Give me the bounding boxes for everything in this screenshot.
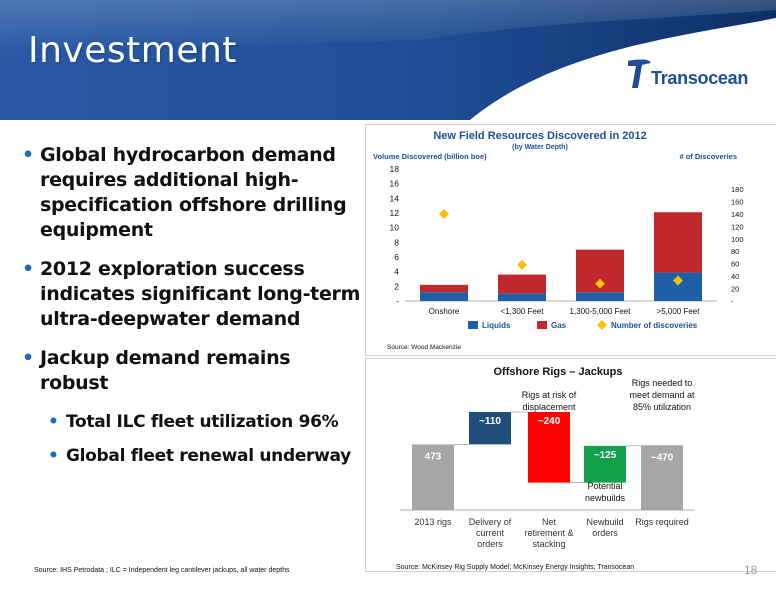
bar-gas — [498, 274, 546, 294]
y2-tick-label: 40 — [731, 272, 739, 281]
y-tick-label: 2 — [394, 281, 399, 291]
bullet-item: 2012 exploration success indicates signi… — [22, 257, 362, 332]
marker-discoveries — [595, 278, 605, 289]
x-tick-label: <1,300 Feet — [501, 307, 545, 316]
y2-tick-label: 20 — [731, 285, 739, 294]
chart-annotation: Rigs needed to — [632, 378, 693, 388]
y-tick-label: 8 — [394, 237, 399, 247]
y-tick-label: 10 — [390, 223, 400, 233]
marker-discoveries — [673, 275, 683, 286]
chart-annotation: 85% utilization — [633, 402, 691, 412]
y-tick-label: 6 — [394, 252, 399, 262]
waterfall-value-label: 473 — [425, 451, 442, 462]
bar-gas — [420, 284, 468, 293]
x-tick-label: 1,300-5,000 Feet — [570, 307, 632, 316]
legend-swatch — [468, 321, 478, 329]
bullet-item: Jackup demand remains robust — [22, 346, 362, 396]
slide-title: Investment — [28, 30, 237, 71]
chart-annotation: meet demand at — [629, 390, 695, 400]
legend-label: Number of discoveries — [611, 321, 698, 330]
x-tick-label: Net — [542, 517, 557, 527]
x-tick-label: >5,000 Feet — [657, 307, 701, 316]
marker-discoveries — [439, 208, 449, 219]
bullet-item: Global hydrocarbon demand requires addit… — [22, 143, 362, 243]
x-tick-label: orders — [477, 539, 503, 549]
waterfall-bar — [641, 445, 683, 510]
y2-tick-label: 100 — [731, 235, 744, 244]
sub-bullet-item: Global fleet renewal underway — [22, 444, 362, 468]
waterfall-bar — [528, 412, 570, 483]
bar-liquids — [498, 293, 546, 301]
y2-tick-label: 80 — [731, 247, 739, 256]
chart-title: New Field Resources Discovered in 2012 — [433, 130, 646, 142]
header-banner — [0, 0, 776, 120]
waterfall-value-label: ~125 — [594, 450, 617, 461]
y-tick-label: 14 — [390, 193, 400, 203]
x-tick-label: orders — [592, 528, 618, 538]
y2-tick-label: - — [731, 297, 734, 306]
chart-title: Offshore Rigs – Jackups — [494, 366, 623, 378]
legend-label: Liquids — [482, 321, 511, 330]
sub-bullet-item: Total ILC fleet utilization 96% — [22, 410, 362, 434]
x-tick-label: Delivery of — [469, 517, 512, 527]
x-tick-label: retirement & — [524, 528, 573, 538]
y2-tick-label: 60 — [731, 260, 739, 269]
legend-label: Gas — [551, 321, 567, 330]
logo-text: Transocean — [651, 68, 749, 88]
x-tick-label: Newbuild — [586, 517, 623, 527]
legend-swatch — [597, 320, 607, 330]
bullet-list: Global hydrocarbon demand requires addit… — [22, 143, 362, 478]
chart-new-field-resources: New Field Resources Discovered in 2012 (… — [373, 130, 744, 351]
y-tick-label: - — [396, 296, 399, 306]
chart-annotation: newbuilds — [585, 493, 626, 503]
y2-axis-label: # of Discoveries — [679, 152, 737, 161]
chart-annotation: Rigs at risk of — [522, 390, 577, 400]
y-tick-label: 18 — [390, 164, 400, 174]
chart-frame-discoveries — [365, 124, 776, 356]
transocean-logo-icon — [628, 59, 651, 88]
waterfall-bar — [412, 444, 454, 510]
bar-liquids — [420, 292, 468, 301]
chart-annotation: displacement — [522, 402, 576, 412]
footer-source-left: Source: IHS Petrodata ; ILC = Independen… — [34, 567, 290, 574]
x-tick-label: Onshore — [429, 307, 460, 316]
y2-tick-label: 120 — [731, 222, 744, 231]
y-tick-label: 16 — [390, 179, 400, 189]
legend-swatch — [537, 321, 547, 329]
footer-source-right: Source: McKinsey Rig Supply Model; McKin… — [396, 564, 635, 571]
chart-offshore-rigs-jackups: Offshore Rigs – Jackups 473 ~110 ~240 ~125 ~… — [400, 366, 695, 549]
x-tick-label: Rigs required — [635, 517, 689, 527]
y-tick-label: 12 — [390, 208, 400, 218]
x-tick-label: stacking — [532, 539, 565, 549]
bar-liquids — [576, 292, 624, 301]
y-axis-label: Volume Discovered (billion boe) — [373, 152, 487, 161]
bar-gas — [654, 212, 702, 273]
waterfall-value-label: ~240 — [538, 416, 561, 427]
page-number: 18 — [744, 563, 758, 577]
y2-tick-label: 180 — [731, 185, 744, 194]
y2-tick-label: 160 — [731, 197, 744, 206]
waterfall-value-label: ~470 — [651, 452, 674, 463]
y2-tick-label: 140 — [731, 210, 744, 219]
chart-frame-jackups — [365, 358, 776, 572]
waterfall-bar — [584, 445, 626, 483]
x-tick-label: 2013 rigs — [414, 517, 452, 527]
waterfall-value-label: ~110 — [479, 416, 501, 427]
x-tick-label: current — [476, 528, 505, 538]
chart-annotation: Potential — [587, 481, 622, 491]
chart-subtitle: (by Water Depth) — [512, 144, 568, 151]
waterfall-bar — [469, 412, 511, 445]
chart-source: Source: Wood Mackenzie — [387, 344, 461, 351]
marker-discoveries — [517, 259, 527, 270]
y-tick-label: 4 — [394, 267, 399, 277]
